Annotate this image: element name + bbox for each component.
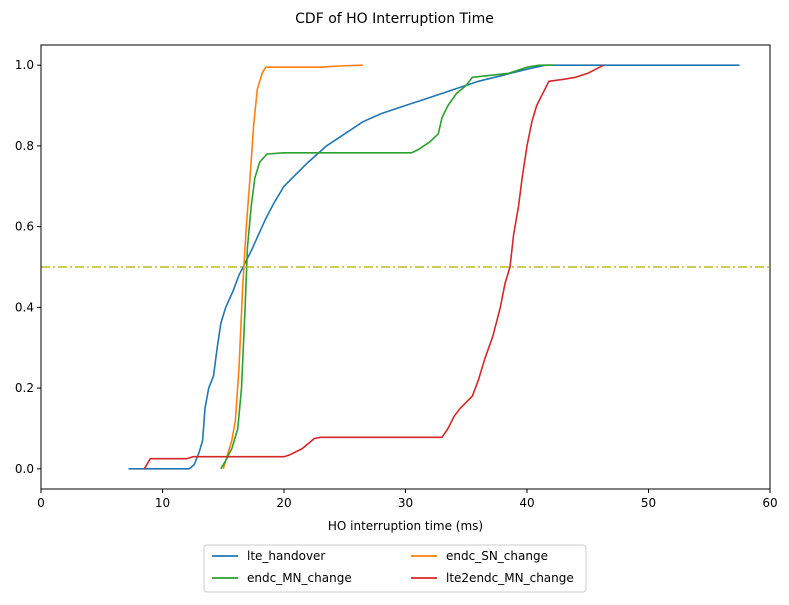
y-tick-label: 0.4 [15,300,34,314]
legend-label-endc_SN_change: endc_SN_change [446,549,548,563]
legend-label-lte_handover: lte_handover [247,549,325,563]
chart-title: CDF of HO Interruption Time [295,11,494,27]
x-tick-label: 0 [37,496,45,510]
series-line-endc_MN_change [220,64,554,470]
legend: lte_handover endc_SN_change endc_MN_change… [203,544,587,593]
y-tick-label: 0.8 [15,139,34,153]
series-line-lte_handover [128,64,740,470]
y-tick-label: 0.2 [15,381,34,395]
legend-label-endc_MN_change: endc_MN_change [247,571,352,585]
x-tick-label: 10 [155,496,170,510]
series-line-endc_SN_change [222,64,364,470]
y-tick-label: 1.0 [15,58,34,72]
y-axis: 0.0 0.2 0.4 0.6 0.8 1.0 [15,58,41,476]
x-axis-label: HO interruption time (ms) [328,519,483,533]
x-tick-label: 20 [276,496,291,510]
plot-area [41,64,770,470]
y-tick-label: 0.0 [15,462,34,476]
x-tick-label: 30 [398,496,413,510]
x-axis: 0 10 20 30 40 50 60 [37,489,778,510]
series-line-lte2endc_MN_change [143,64,604,470]
x-tick-label: 60 [762,496,777,510]
legend-frame [203,544,587,593]
y-tick-label: 0.6 [15,220,34,234]
x-tick-label: 50 [641,496,656,510]
x-tick-label: 40 [519,496,534,510]
legend-label-lte2endc_MN_change: lte2endc_MN_change [446,571,574,585]
